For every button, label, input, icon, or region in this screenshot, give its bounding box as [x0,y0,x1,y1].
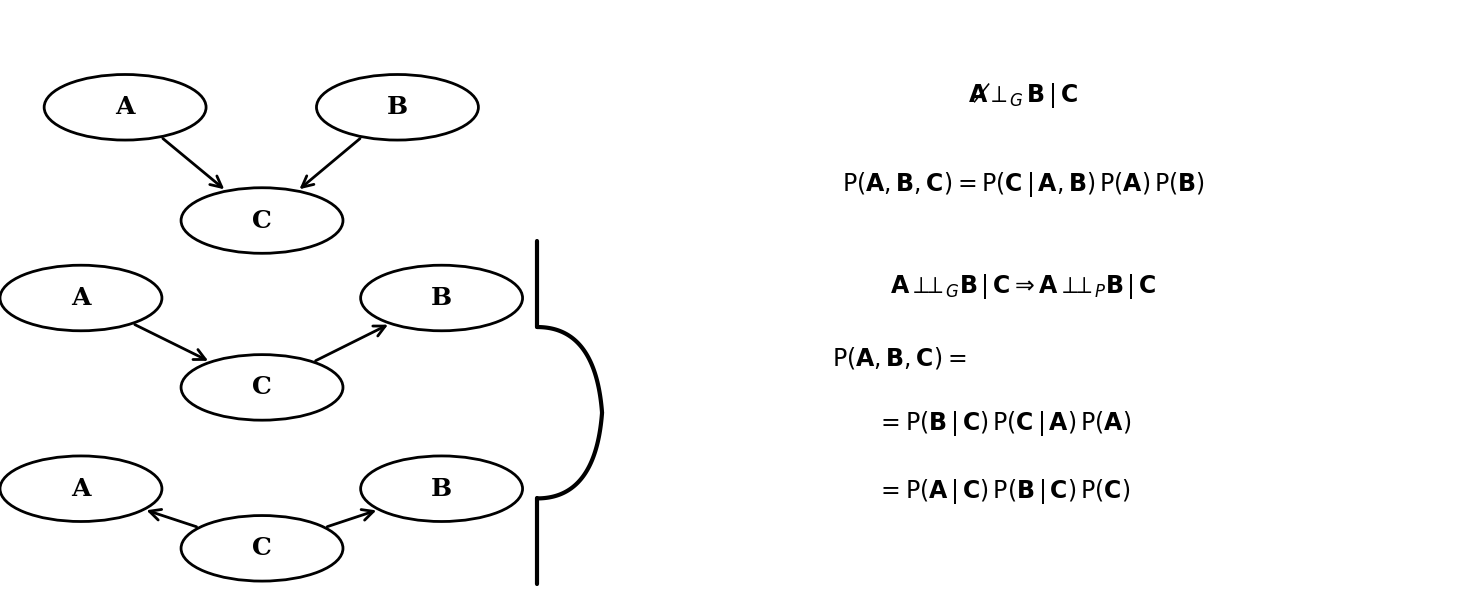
Text: B: B [387,95,408,119]
Ellipse shape [0,456,162,522]
Text: $\mathrm{P}(\mathbf{A},\mathbf{B},\mathbf{C})=$: $\mathrm{P}(\mathbf{A},\mathbf{B},\mathb… [832,344,966,371]
Ellipse shape [316,74,478,140]
Text: $=\mathrm{P}(\mathbf{A}\,|\,\mathbf{C})\,\mathrm{P}(\mathbf{B}\,|\,\mathbf{C})\,: $=\mathrm{P}(\mathbf{A}\,|\,\mathbf{C})\… [876,477,1130,506]
Text: C: C [252,536,272,560]
Text: $\mathbf{A}\,\not\!\perp_{\!G}\,\mathbf{B}\,|\,\mathbf{C}$: $\mathbf{A}\,\not\!\perp_{\!G}\,\mathbf{… [969,80,1078,110]
Ellipse shape [0,265,162,331]
Ellipse shape [44,74,206,140]
Ellipse shape [181,516,343,581]
Text: $\mathrm{P}(\mathbf{A},\mathbf{B},\mathbf{C})=\mathrm{P}(\mathbf{C}\,|\,\mathbf{: $\mathrm{P}(\mathbf{A},\mathbf{B},\mathb… [842,170,1204,199]
Text: B: B [431,477,452,501]
Text: B: B [431,286,452,310]
Text: $=\mathrm{P}(\mathbf{B}\,|\,\mathbf{C})\,\mathrm{P}(\mathbf{C}\,|\,\mathbf{A})\,: $=\mathrm{P}(\mathbf{B}\,|\,\mathbf{C})\… [876,409,1130,437]
Text: A: A [71,286,91,310]
Text: $\mathbf{A}\perp\!\!\!\perp_{\!G}\mathbf{B}\,|\,\mathbf{C}\Rightarrow\mathbf{A}\: $\mathbf{A}\perp\!\!\!\perp_{\!G}\mathbf… [889,272,1157,300]
Text: A: A [115,95,135,119]
Ellipse shape [181,188,343,253]
Text: A: A [71,477,91,501]
Ellipse shape [181,355,343,420]
Ellipse shape [361,456,523,522]
Text: C: C [252,375,272,399]
Text: C: C [252,209,272,232]
Ellipse shape [361,265,523,331]
